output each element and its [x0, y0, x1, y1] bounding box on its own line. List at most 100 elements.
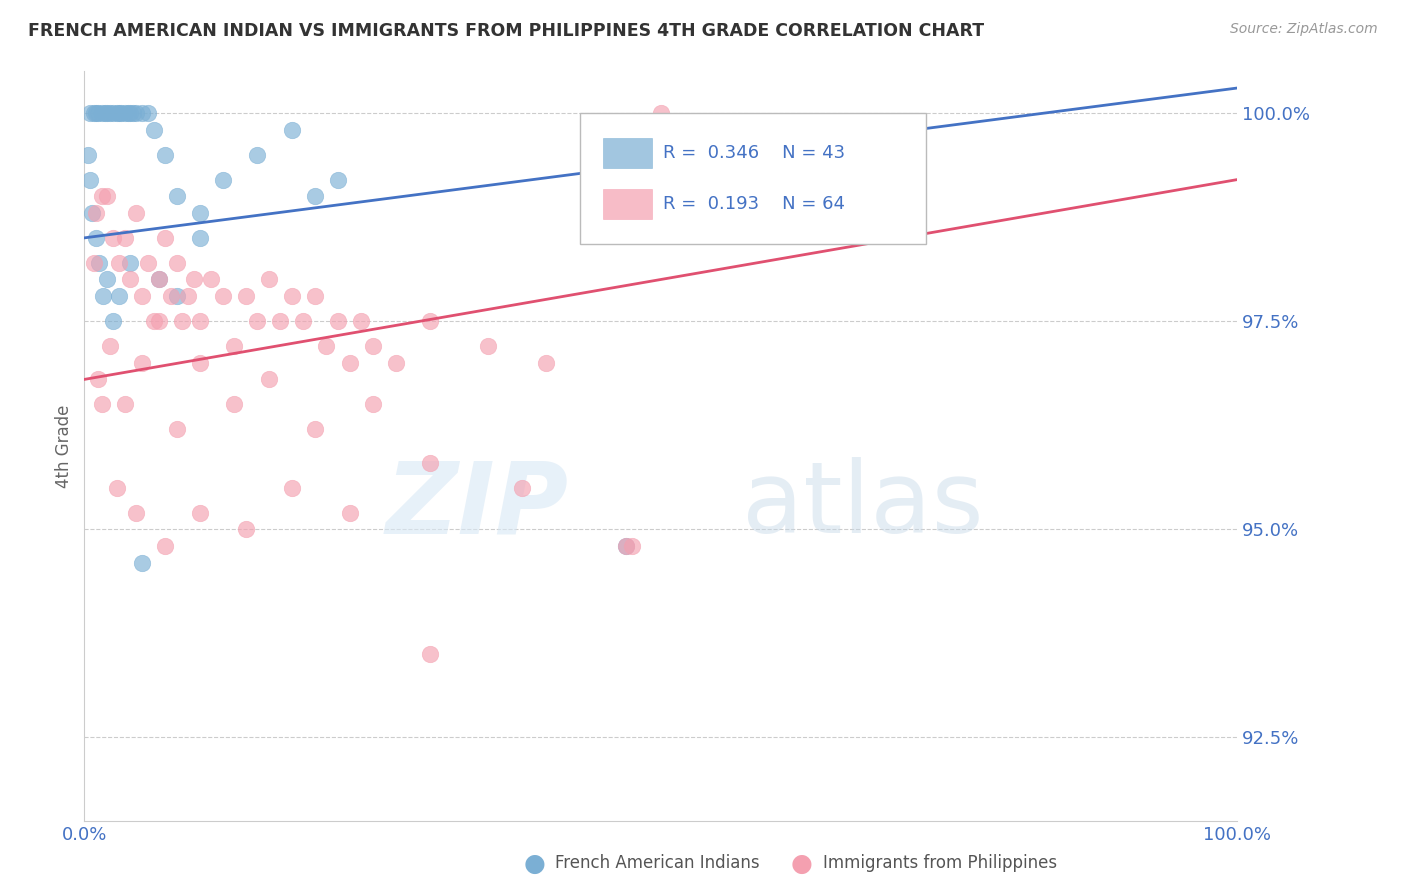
Point	[108, 106, 131, 120]
Point	[84, 206, 107, 220]
Point	[82, 206, 104, 220]
Point	[177, 289, 200, 303]
Point	[281, 122, 304, 136]
FancyBboxPatch shape	[603, 189, 651, 219]
Point	[326, 172, 349, 186]
FancyBboxPatch shape	[603, 137, 651, 168]
Point	[76, 147, 98, 161]
Point	[183, 272, 205, 286]
Point	[304, 189, 326, 203]
Point	[235, 522, 257, 536]
Point	[153, 539, 176, 553]
Point	[224, 397, 246, 411]
Point	[98, 106, 121, 120]
Point	[87, 372, 110, 386]
Point	[136, 106, 159, 120]
Point	[166, 289, 188, 303]
Text: atlas: atlas	[741, 458, 983, 555]
Point	[98, 339, 121, 353]
Point	[105, 481, 128, 495]
Point	[281, 289, 304, 303]
Point	[419, 314, 441, 328]
Point	[534, 356, 557, 370]
Point	[650, 106, 672, 120]
Text: ZIP: ZIP	[385, 458, 568, 555]
Point	[246, 147, 269, 161]
Point	[131, 289, 153, 303]
Point	[91, 289, 114, 303]
Point	[108, 256, 131, 270]
Point	[188, 206, 211, 220]
Point	[188, 314, 211, 328]
Point	[211, 289, 233, 303]
Point	[108, 289, 131, 303]
Point	[188, 506, 211, 520]
Point	[166, 422, 188, 436]
Point	[114, 106, 136, 120]
Point	[120, 106, 142, 120]
Text: Immigrants from Philippines: Immigrants from Philippines	[823, 855, 1057, 872]
Point	[292, 314, 315, 328]
Point	[120, 272, 142, 286]
Point	[103, 106, 124, 120]
Point	[114, 397, 136, 411]
Text: ●: ●	[790, 852, 813, 875]
Point	[304, 289, 326, 303]
Point	[246, 314, 269, 328]
Text: French American Indians: French American Indians	[555, 855, 761, 872]
Point	[90, 106, 112, 120]
Point	[224, 339, 246, 353]
Point	[257, 272, 280, 286]
Point	[89, 256, 111, 270]
Point	[188, 231, 211, 245]
Point	[148, 314, 170, 328]
Text: ●: ●	[523, 852, 546, 875]
Point	[103, 231, 124, 245]
Point	[131, 106, 153, 120]
Point	[131, 356, 153, 370]
Point	[614, 539, 637, 553]
Point	[83, 106, 105, 120]
Point	[211, 172, 233, 186]
Point	[84, 106, 107, 120]
Point	[269, 314, 291, 328]
Point	[110, 106, 132, 120]
Text: FRENCH AMERICAN INDIAN VS IMMIGRANTS FROM PHILIPPINES 4TH GRADE CORRELATION CHAR: FRENCH AMERICAN INDIAN VS IMMIGRANTS FRO…	[28, 22, 984, 40]
Text: R =  0.193    N = 64: R = 0.193 N = 64	[664, 194, 845, 212]
Point	[125, 106, 148, 120]
Point	[172, 314, 194, 328]
Point	[512, 481, 534, 495]
Point	[105, 106, 128, 120]
Point	[83, 256, 105, 270]
Point	[153, 147, 176, 161]
Point	[160, 289, 183, 303]
Point	[419, 647, 441, 661]
Point	[166, 189, 188, 203]
Point	[114, 231, 136, 245]
Point	[281, 481, 304, 495]
Point	[96, 272, 118, 286]
Point	[304, 422, 326, 436]
Point	[477, 339, 499, 353]
Y-axis label: 4th Grade: 4th Grade	[55, 404, 73, 488]
Point	[94, 106, 117, 120]
Point	[361, 397, 384, 411]
Text: Source: ZipAtlas.com: Source: ZipAtlas.com	[1230, 22, 1378, 37]
Point	[166, 256, 188, 270]
Point	[117, 106, 139, 120]
Point	[361, 339, 384, 353]
Point	[142, 122, 165, 136]
Point	[131, 556, 153, 570]
Point	[79, 106, 101, 120]
Point	[200, 272, 222, 286]
FancyBboxPatch shape	[581, 112, 927, 244]
Point	[96, 106, 118, 120]
Point	[621, 539, 644, 553]
Point	[90, 397, 112, 411]
Point	[79, 172, 101, 186]
Point	[142, 314, 165, 328]
Point	[350, 314, 373, 328]
Point	[257, 372, 280, 386]
Point	[125, 506, 148, 520]
Text: R =  0.346    N = 43: R = 0.346 N = 43	[664, 144, 845, 161]
